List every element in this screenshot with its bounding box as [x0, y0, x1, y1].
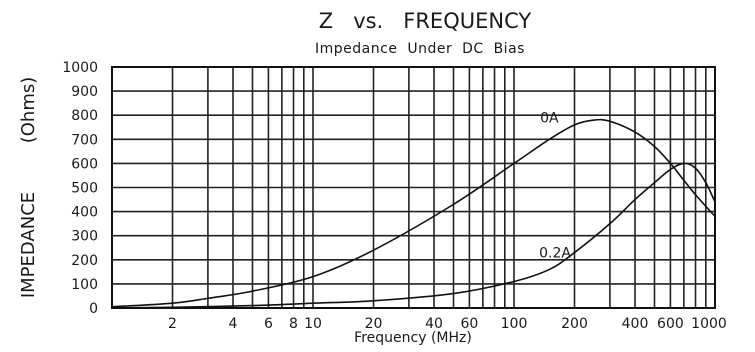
x-tick-label: 20	[365, 316, 383, 332]
x-tick-label: 2	[168, 316, 177, 332]
series-label-0a: 0A	[540, 110, 559, 126]
grid-lines	[112, 66, 715, 309]
x-tick-label: 40	[425, 316, 443, 332]
y-tick-label: 500	[71, 181, 98, 197]
y-tick-label: 200	[71, 253, 98, 269]
x-tick-label: 4	[229, 316, 238, 332]
x-tick-label: 1000	[691, 316, 727, 332]
x-tick-label: 10	[304, 316, 322, 332]
x-tick-label: 6	[264, 316, 273, 332]
x-tick-label: 600	[657, 316, 684, 332]
x-axis-label: Frequency (MHz)	[354, 330, 472, 346]
y-axis-label-main: IMPEDANCE	[18, 192, 39, 298]
x-tick-label: 200	[561, 316, 588, 332]
y-tick-label: 600	[71, 156, 98, 172]
y-tick-label: 1000	[62, 60, 98, 76]
series-line-0-2a	[111, 162, 716, 309]
y-axis-label: IMPEDANCE (Ohms)	[18, 77, 39, 298]
series-line-0a	[111, 118, 716, 308]
plot-frame	[111, 66, 716, 309]
y-tick-label: 700	[71, 132, 98, 148]
y-tick-label: 0	[89, 301, 98, 317]
chart-title: Z vs. FREQUENCY	[319, 9, 532, 33]
x-tick-label: 100	[501, 316, 528, 332]
y-tick-label: 300	[71, 229, 98, 245]
x-tick-label: 60	[460, 316, 478, 332]
y-tick-label: 400	[71, 205, 98, 221]
x-ticks: 2 4 6 8 10 20 40 60 100 200 400 600 1000	[168, 316, 727, 332]
x-tick-label: 400	[622, 316, 649, 332]
y-tick-label: 100	[71, 277, 98, 293]
y-axis-label-unit: (Ohms)	[18, 77, 39, 144]
x-tick-label: 8	[289, 316, 298, 332]
y-ticks: 0 100 200 300 400 500 600 700 800 900 1000	[62, 60, 98, 317]
chart-subtitle: Impedance Under DC Bias	[315, 41, 525, 57]
series: 0A 0.2A	[111, 110, 716, 309]
y-tick-label: 900	[71, 84, 98, 100]
y-tick-label: 800	[71, 108, 98, 124]
series-label-0-2a: 0.2A	[539, 245, 571, 261]
